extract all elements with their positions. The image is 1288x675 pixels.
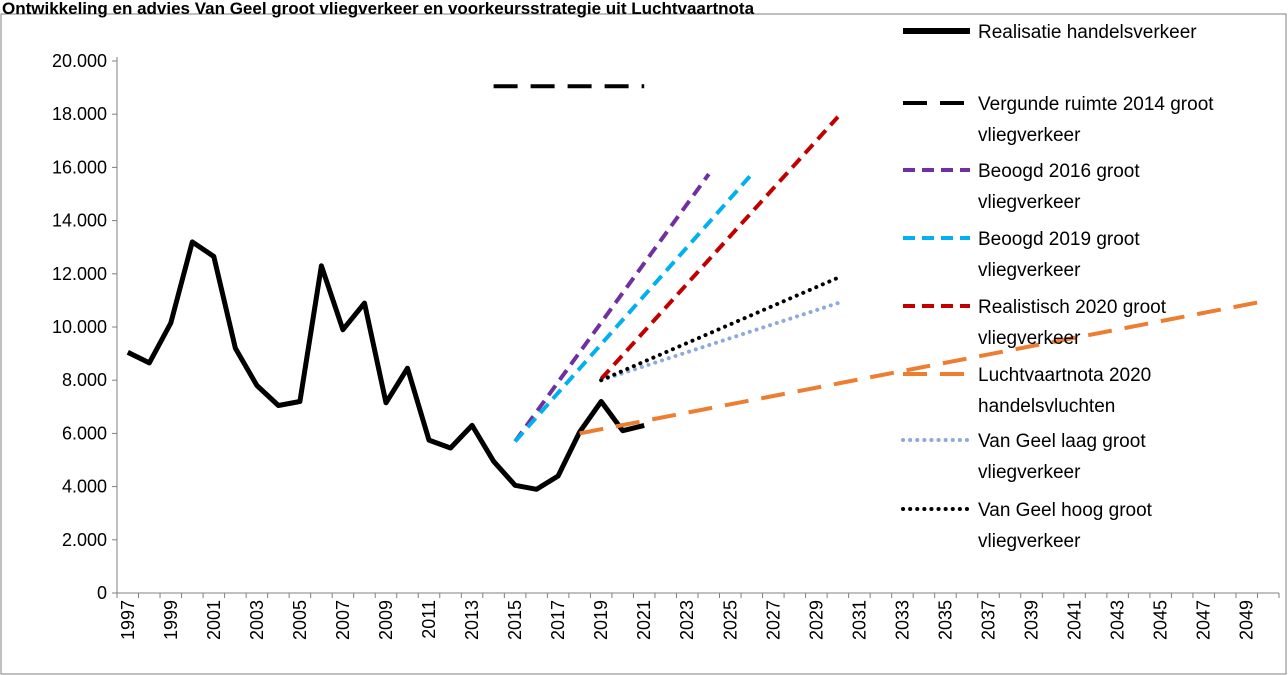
x-tick-label: 1999 [161,600,181,640]
x-tick-label: 1997 [118,600,138,640]
series-line-8 [599,275,840,383]
axes: 0 2.000 4.000 6.000 8.000 10.000 12.000 14.000 1… [52,51,1280,640]
legend-label: Beoogd 2016 groot [978,161,1140,182]
x-tick-label: 2027 [763,600,783,640]
series-line-1 [126,239,645,492]
series-line-4 [513,172,754,443]
x-tick-label: 2005 [290,600,310,640]
legend-label: Van Geel hoog groot [978,500,1153,521]
x-tick-label: 2033 [892,600,912,640]
x-tick-label: 2035 [935,600,955,640]
x-tick-label: 2021 [634,600,654,640]
legend: Realisatie handelsverkeer Vergunde ruimte… [901,22,1214,552]
x-tick-label: 2001 [204,600,224,640]
y-tick-label: 12.000 [52,264,107,284]
legend-label: Realisatie handelsverkeer [978,22,1197,43]
x-tick-label: 2023 [677,600,697,640]
x-tick-label: 2031 [849,600,869,640]
x-tick-label: 2003 [247,600,267,640]
x-tick-label: 2011 [419,600,439,639]
x-tick-label: 2039 [1022,600,1042,640]
chart-title: Ontwikkeling en advies Van Geel groot vl… [2,0,755,18]
x-tick-label: 2017 [548,600,568,640]
y-tick-label: 8.000 [62,370,107,390]
y-tick-label: 20.000 [52,51,107,71]
y-tick-label: 0 [97,583,107,603]
x-tick-label: 2043 [1108,600,1128,640]
legend-label: vliegverkeer [978,192,1081,213]
x-tick-label: 2009 [376,600,396,640]
y-tick-label: 4.000 [62,477,107,497]
legend-label: vliegverkeer [978,531,1081,552]
series-line-3 [513,172,711,443]
x-tick-label: 2007 [333,600,353,640]
x-tick-label: 2025 [720,600,740,640]
y-tick-label: 16.000 [52,157,107,177]
legend-label: vliegverkeer [978,462,1081,483]
series-line-7 [599,301,840,383]
legend-label: Realistisch 2020 groot [978,297,1167,318]
x-tick-label: 2029 [806,600,826,640]
legend-label: Beoogd 2019 groot [978,229,1140,250]
series-line-5 [599,115,840,381]
x-tick-label: 2037 [979,600,999,640]
x-tick-label: 2049 [1237,600,1257,640]
legend-label: Vergunde ruimte 2014 groot [978,94,1214,115]
y-tick-label: 14.000 [52,211,107,231]
x-tick-label: 2015 [505,600,525,640]
series-group [126,84,1269,492]
legend-label: vliegverkeer [978,328,1081,349]
x-tick-label: 2045 [1151,600,1171,640]
legend-label: Luchtvaartnota 2020 [978,365,1151,386]
legend-label: vliegverkeer [978,260,1081,281]
chart-frame [0,13,1287,675]
legend-label: handelsvluchten [978,396,1115,417]
y-tick-label: 18.000 [52,104,107,124]
x-tick-label: 2019 [591,600,611,640]
series-line-6 [579,298,1269,436]
y-tick-label: 6.000 [62,423,107,443]
x-tick-label: 2013 [462,600,482,640]
legend-label: vliegverkeer [978,125,1081,146]
x-tick-label: 2041 [1065,600,1085,640]
legend-label: Van Geel laag groot [978,431,1146,452]
x-tick-label: 2047 [1194,600,1214,640]
y-tick-label: 2.000 [62,530,107,550]
y-tick-label: 10.000 [52,317,107,337]
